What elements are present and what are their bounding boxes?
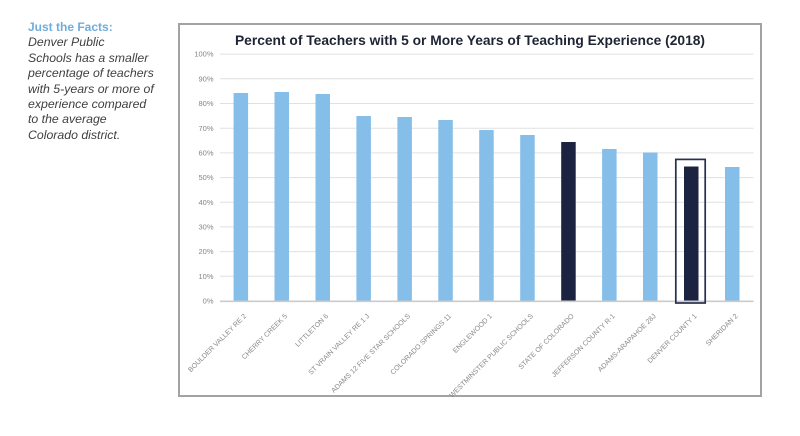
svg-text:40%: 40% — [198, 198, 213, 207]
svg-text:90%: 90% — [198, 74, 213, 83]
svg-text:WESTMINSTER PUBLIC SCHOOLS: WESTMINSTER PUBLIC SCHOOLS — [449, 313, 536, 400]
svg-text:BOULDER VALLEY RE 2: BOULDER VALLEY RE 2 — [187, 313, 248, 374]
svg-text:70%: 70% — [198, 124, 213, 133]
svg-text:10%: 10% — [198, 272, 213, 281]
svg-text:SHERIDAN 2: SHERIDAN 2 — [705, 313, 740, 348]
svg-text:80%: 80% — [198, 99, 213, 108]
svg-text:CHERRY CREEK 5: CHERRY CREEK 5 — [241, 313, 289, 361]
svg-text:60%: 60% — [198, 149, 213, 158]
svg-text:ENGLEWOOD 1: ENGLEWOOD 1 — [452, 313, 494, 355]
svg-text:0%: 0% — [203, 297, 214, 306]
svg-text:30%: 30% — [198, 223, 213, 232]
svg-text:50%: 50% — [198, 173, 213, 182]
svg-text:100%: 100% — [194, 50, 214, 59]
svg-text:ADAMS 12 FIVE STAR SCHOOLS: ADAMS 12 FIVE STAR SCHOOLS — [330, 313, 412, 395]
svg-text:LITTLETON 6: LITTLETON 6 — [294, 313, 330, 349]
svg-text:20%: 20% — [198, 247, 213, 256]
